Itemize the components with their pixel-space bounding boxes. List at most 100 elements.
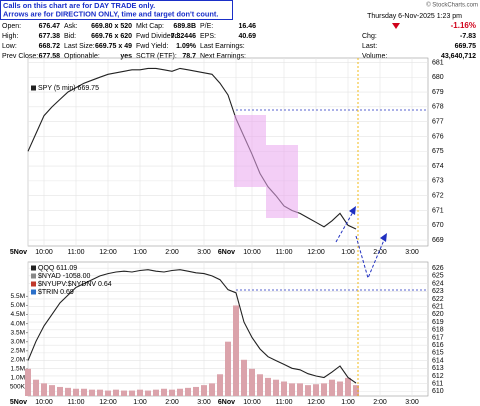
- y-tick-label: 625: [432, 273, 444, 280]
- volume-bar: [273, 379, 279, 396]
- x-tick-label: 12:00: [307, 249, 325, 256]
- quote-label: Mkt Cap:: [136, 23, 164, 30]
- y-tick-label: 613: [432, 365, 444, 372]
- volume-bar: [161, 388, 167, 396]
- volume-bar: [41, 383, 47, 396]
- x-tick-label: 2:00: [165, 249, 179, 256]
- quote-value: 1.09%: [176, 43, 197, 50]
- y2-tick-label: 4.0M: [11, 320, 25, 327]
- change-pct: -1.16%: [451, 21, 476, 30]
- volume-bar: [177, 388, 183, 396]
- annotations: [234, 58, 428, 396]
- y2-tick-label: 1.5M: [11, 366, 25, 373]
- quote-label: Last:: [362, 43, 377, 50]
- y-tick-label: 674: [432, 163, 444, 170]
- x-tick-label: 10:00: [35, 399, 53, 406]
- direction-arrow: [355, 235, 385, 280]
- x-tick-label: 10:00: [35, 249, 53, 256]
- y2-tick-label: 4.5M: [11, 311, 25, 318]
- volume-bar: [249, 368, 255, 396]
- volume-bar: [25, 368, 31, 396]
- y-tick-label: 670: [432, 222, 444, 229]
- y-tick-label: 676: [432, 133, 444, 140]
- volume-bar: [105, 390, 111, 396]
- y2-tick-label: 3.0M: [11, 338, 25, 345]
- volume-bar: [81, 388, 87, 396]
- quote-label: EPS:: [200, 33, 216, 40]
- volume-bar: [33, 379, 39, 396]
- volume-bar: [329, 379, 335, 396]
- y-tick-label: 618: [432, 327, 444, 334]
- quote-label: Open:: [2, 23, 21, 30]
- quote-label: High:: [2, 33, 18, 40]
- indicator-panel: 6106116126136146156166176186196206216226…: [10, 262, 444, 406]
- x-tick-label: 5Nov: [10, 249, 27, 256]
- volume-bar: [337, 381, 343, 396]
- quote-value: 669.76 x 620: [91, 33, 132, 40]
- quote-label: Last Size:: [64, 43, 95, 50]
- quote-label: Bid:: [64, 33, 76, 40]
- quote-value: 689.8B: [173, 23, 196, 30]
- quote-label: Ask:: [64, 23, 78, 30]
- quote-value: 668.72: [39, 43, 61, 50]
- y-tick-label: 616: [432, 342, 444, 349]
- quote-value: 78.7: [182, 53, 196, 60]
- y-tick-label: 677: [432, 118, 444, 125]
- arrow-head: [349, 206, 356, 215]
- y-tick-label: 678: [432, 104, 444, 111]
- x-tick-label: 3:00: [197, 399, 211, 406]
- legend-entry: SPY (5 min) 669.75: [38, 85, 99, 92]
- y-tick-label: 622: [432, 296, 444, 303]
- volume-bar: [353, 385, 359, 396]
- x-tick-label: 1:00: [133, 249, 147, 256]
- x-tick-label: 12:00: [99, 399, 117, 406]
- quote-label: Chg:: [362, 33, 377, 40]
- volume-bar: [209, 383, 215, 396]
- quote-label: Optionable:: [64, 53, 100, 60]
- note-box: [0, 0, 233, 20]
- x-tick-label: 3:00: [197, 249, 211, 256]
- volume-bar: [97, 389, 103, 396]
- y-tick-label: 610: [432, 388, 444, 395]
- y-tick-label: 669: [432, 237, 444, 244]
- quote-value: 7.32446: [171, 33, 196, 40]
- y-tick-label: 671: [432, 207, 444, 214]
- quote-value: 16.46: [238, 23, 256, 30]
- y-tick-label: 620: [432, 311, 444, 318]
- y-tick-label: 673: [432, 178, 444, 185]
- y-tick-label: 615: [432, 350, 444, 357]
- quote-label: Next Earnings:: [200, 53, 246, 60]
- volume-bar: [49, 385, 55, 396]
- y-tick-label: 681: [432, 59, 444, 66]
- price-line: [27, 269, 357, 384]
- x-tick-label: 12:00: [307, 399, 325, 406]
- direction-arrow: [335, 211, 354, 243]
- quote-value: 43,640,712: [441, 53, 476, 60]
- x-tick-label: 2:00: [373, 249, 387, 256]
- legend-swatch: [31, 273, 36, 279]
- volume-bar: [281, 381, 287, 396]
- x-tick-label: 3:00: [405, 399, 419, 406]
- y-tick-label: 680: [432, 74, 444, 81]
- volume-bar: [305, 385, 311, 396]
- volume-bar: [145, 390, 151, 396]
- y-tick-label: 617: [432, 334, 444, 341]
- volume-bar: [265, 377, 271, 396]
- quote-value: 677.58: [39, 53, 61, 60]
- quote-label: Prev Close:: [2, 53, 38, 60]
- legend-swatch: [31, 85, 36, 91]
- note-line: Calls on this chart are for DAY TRADE on…: [3, 1, 155, 10]
- quote-label: Fwd Dividend:: [136, 33, 180, 40]
- copyright: © StockCharts.com: [426, 2, 478, 9]
- price-panel: 669 670 671 672 673 674 675 676 677 678 679 680 681 5…: [10, 58, 444, 256]
- quote-value: 669.80 x 520: [91, 23, 132, 30]
- y-tick-label: 679: [432, 89, 444, 96]
- x-tick-label: 3:00: [405, 249, 419, 256]
- y-tick-label: 614: [432, 357, 444, 364]
- arrow-head: [380, 233, 387, 242]
- quote-value: 669.75: [455, 43, 477, 50]
- volume-bar: [233, 305, 239, 396]
- quote-label: Low:: [2, 43, 17, 50]
- volume-bar: [73, 388, 79, 396]
